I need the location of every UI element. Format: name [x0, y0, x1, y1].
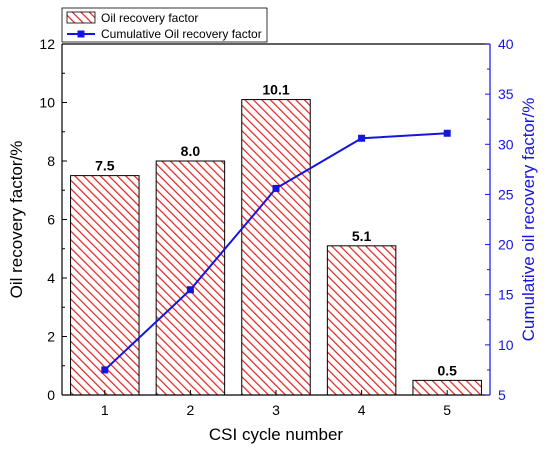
- left-tick-label-0: 0: [47, 387, 55, 403]
- left-tick-label-6: 6: [47, 212, 55, 228]
- x-tick-label-3: 3: [272, 402, 280, 418]
- right-tick-label-40: 40: [498, 36, 514, 52]
- x-axis-title: CSI cycle number: [209, 425, 343, 444]
- left-tick-label-8: 8: [47, 153, 55, 169]
- y-axis-title: Oil recovery factor/%: [7, 141, 26, 299]
- bar-2: [155, 160, 226, 396]
- right-tick-label-30: 30: [498, 136, 514, 152]
- right-tick-label-5: 5: [498, 387, 506, 403]
- bar-3: [241, 99, 311, 396]
- bar-label-2: 8.0: [181, 143, 201, 159]
- right-tick-label-35: 35: [498, 86, 514, 102]
- cumulative-point-3: [272, 184, 280, 192]
- bar-label-5: 0.5: [437, 362, 457, 378]
- bar-label-1: 7.5: [95, 158, 115, 174]
- left-tick-label-10: 10: [39, 95, 55, 111]
- bar-label-3: 10.1: [262, 82, 289, 98]
- legend-line-marker: [77, 30, 85, 38]
- bar-label-4: 5.1: [352, 228, 372, 244]
- cumulative-point-2: [186, 286, 194, 294]
- cumulative-point-4: [358, 134, 366, 142]
- legend-bar-swatch: [66, 11, 96, 24]
- y2-axis-title: Cumulative oil recovery factor/%: [519, 98, 538, 342]
- left-tick-label-2: 2: [47, 329, 55, 345]
- cumulative-line: [101, 129, 451, 374]
- legend-box: [61, 7, 268, 43]
- legend-bar-label: Oil recovery factor: [101, 11, 198, 25]
- labels: 7.5 8.0 10.1 5.1 0.5: [95, 82, 457, 379]
- cumulative-point-1: [101, 366, 109, 374]
- right-tick-label-10: 10: [498, 337, 514, 353]
- right-tick-label-20: 20: [498, 237, 514, 253]
- bar-4: [326, 245, 397, 396]
- legend: Oil recovery factor Cumulative Oil recove…: [61, 7, 268, 43]
- x-tick-label-2: 2: [187, 402, 195, 418]
- legend-line-label: Cumulative Oil recovery factor: [101, 27, 262, 41]
- bars: [70, 99, 482, 396]
- left-tick-label-12: 12: [39, 36, 55, 52]
- x-tick-label-1: 1: [101, 402, 109, 418]
- left-tick-label-4: 4: [47, 270, 55, 286]
- right-tick-label-15: 15: [498, 287, 514, 303]
- bar-1: [70, 175, 140, 396]
- x-tick-label-5: 5: [443, 402, 451, 418]
- right-tick-label-25: 25: [498, 186, 514, 202]
- x-tick-label-4: 4: [358, 402, 366, 418]
- cumulative-point-5: [443, 129, 451, 137]
